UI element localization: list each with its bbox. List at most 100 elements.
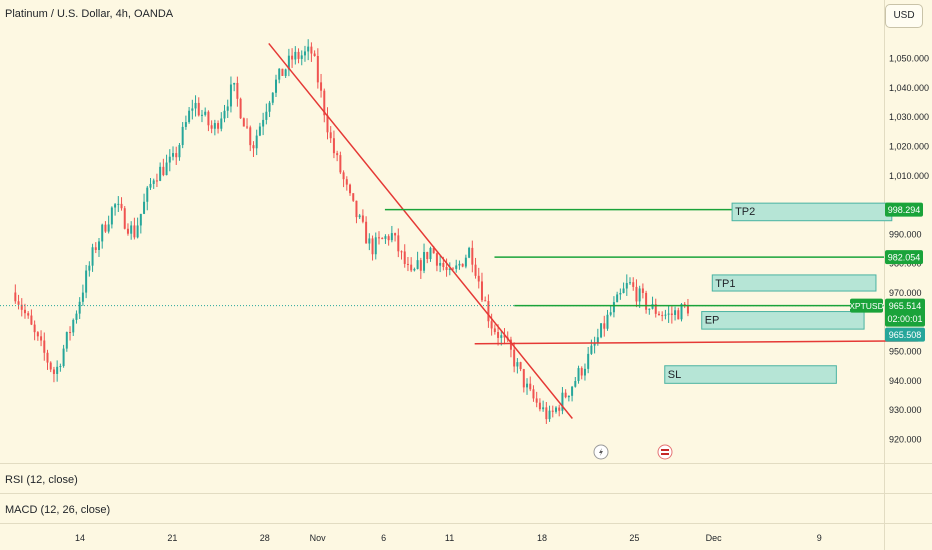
candle-body (307, 46, 310, 52)
trendline (268, 42, 573, 419)
candle-body (107, 224, 110, 232)
candle-body (535, 398, 538, 403)
flag-stripe (661, 451, 669, 453)
candle-body (397, 235, 400, 252)
candle-body (477, 275, 480, 282)
zone-box-tp2 (731, 202, 893, 222)
candle-body (155, 180, 158, 182)
candle-body (526, 383, 529, 388)
candle-body (275, 79, 278, 93)
candle-body (638, 288, 641, 302)
candle-body (468, 247, 471, 258)
candle-body (33, 324, 36, 333)
candle-body (377, 237, 380, 239)
candle-body (600, 323, 603, 338)
candle-body (609, 312, 612, 315)
zone-label-sl: SL (668, 369, 681, 381)
candle-body (30, 315, 33, 325)
macd-pane-label[interactable]: MACD (12, 26, close) (5, 504, 111, 516)
candle-body (233, 82, 236, 85)
candle-body (403, 251, 406, 264)
candle-body (593, 343, 596, 346)
candle-body (229, 84, 232, 107)
candle-body (493, 328, 496, 333)
rsi-pane-label[interactable]: RSI (12, close) (5, 474, 78, 486)
candle-body (625, 283, 628, 289)
candle-body (352, 193, 355, 201)
candle-body (320, 82, 323, 91)
x-tick-label: 11 (445, 533, 454, 543)
candle-body (130, 225, 133, 234)
zone-box-ep (701, 311, 865, 330)
currency-button[interactable]: USD (885, 4, 923, 28)
chart-title: Platinum / U.S. Dollar, 4h, OANDA (5, 8, 174, 20)
candle-body (101, 224, 104, 242)
candle-body (143, 201, 146, 214)
candle-body (284, 69, 287, 76)
candle-body (271, 92, 274, 103)
candle-body (371, 238, 374, 255)
candle-body (564, 392, 567, 398)
candle-body (123, 208, 126, 229)
candle-body (268, 102, 271, 112)
candle-body (548, 410, 551, 420)
candle-body (571, 386, 574, 396)
price-tag-label: 982.054 (888, 253, 921, 263)
x-tick-label: 21 (167, 533, 177, 543)
candle-body (265, 111, 268, 120)
y-tick-label: 920.000 (889, 435, 922, 445)
candle-body (622, 288, 625, 293)
candle-body (332, 138, 335, 154)
candle-body (542, 407, 545, 410)
candle-body (52, 369, 55, 374)
candle-body (558, 407, 561, 411)
candle-body (20, 304, 23, 310)
candle-body (146, 187, 149, 202)
candle-body (513, 349, 516, 367)
candle-body (162, 166, 165, 176)
candle-body (619, 292, 622, 295)
candle-body (358, 215, 361, 218)
candle-body (217, 123, 220, 129)
candle-body (252, 145, 255, 149)
candle-body (81, 292, 84, 302)
candle-body (612, 302, 615, 313)
x-tick-label: Nov (310, 533, 327, 543)
symbol-tag-label: XPTUSD (849, 301, 883, 311)
candle-body (94, 247, 97, 250)
candle-body (104, 224, 107, 232)
y-tick-label: 1,030.000 (889, 112, 929, 122)
candle-body (40, 336, 43, 341)
candle-body (394, 233, 397, 236)
candle-body (69, 332, 72, 334)
candle-body (516, 362, 519, 367)
candle-body (426, 252, 429, 260)
rsi-pane (0, 464, 932, 494)
candle-body (23, 309, 26, 314)
candle-body (300, 55, 303, 59)
y-tick-label: 1,010.000 (889, 171, 929, 181)
candle-body (294, 51, 297, 60)
x-tick-label: 6 (381, 533, 386, 543)
y-tick-label: 950.000 (889, 347, 922, 357)
candle-body (497, 332, 500, 338)
candle-body (291, 55, 294, 60)
candle-body (349, 184, 352, 194)
candle-body (297, 51, 300, 59)
candle-body (590, 345, 593, 354)
candle-body (188, 110, 191, 123)
candle-body (474, 264, 477, 276)
candle-body (532, 389, 535, 399)
candle-body (152, 180, 155, 184)
candle-body (246, 126, 249, 128)
candle-body (97, 241, 100, 250)
candle-body (165, 162, 168, 176)
candle-body (635, 286, 638, 302)
candle-body (43, 340, 46, 353)
candle-body (435, 253, 438, 266)
candle-body (490, 321, 493, 329)
current-price-label: 965.514 (889, 301, 922, 311)
candle-body (487, 301, 490, 322)
candle-body (133, 225, 136, 238)
